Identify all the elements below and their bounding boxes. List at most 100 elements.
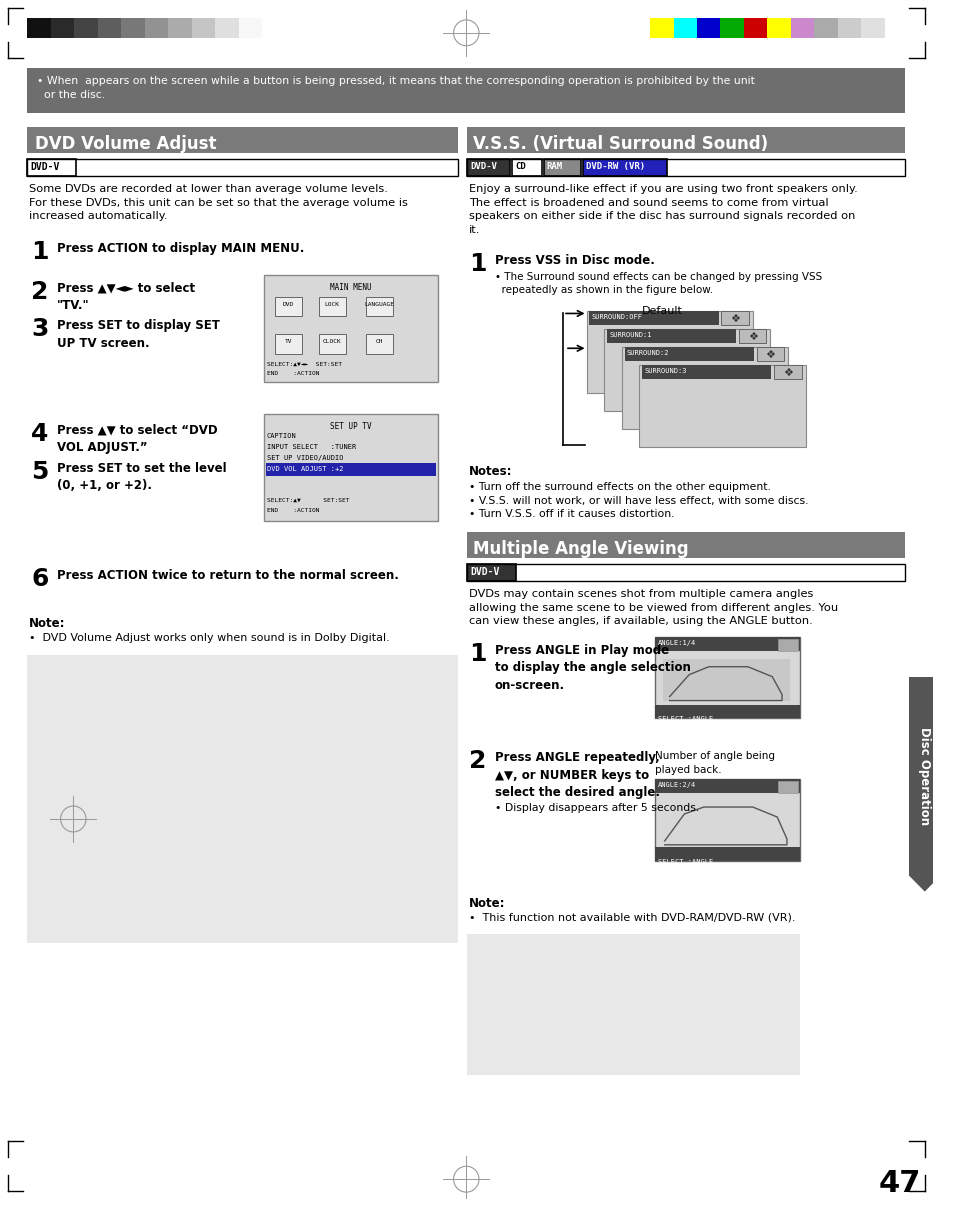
Text: MAIN MENU: MAIN MENU (330, 283, 372, 292)
Bar (264, 415, 437, 522)
Bar (589, 311, 718, 325)
Text: Press SET to set the level
(0, +1, or +2).: Press SET to set the level (0, +1, or +2… (56, 462, 226, 492)
Bar (365, 334, 393, 354)
Bar (467, 159, 904, 176)
Bar (121, 18, 145, 37)
Text: SURROUND:1: SURROUND:1 (608, 333, 651, 339)
Text: ❖: ❖ (747, 333, 757, 342)
Text: 1: 1 (31, 240, 49, 264)
Bar (28, 654, 457, 944)
Text: ❖: ❖ (782, 369, 792, 378)
Bar (814, 18, 837, 37)
Text: DVDs may contain scenes shot from multiple camera angles
allowing the same scene: DVDs may contain scenes shot from multip… (469, 589, 838, 627)
Bar (238, 18, 262, 37)
Text: Press VSS in Disc mode.: Press VSS in Disc mode. (495, 254, 654, 266)
Bar (274, 334, 302, 354)
Bar (621, 347, 787, 429)
Text: INPUT SELECT   :TUNER: INPUT SELECT :TUNER (267, 443, 355, 449)
Bar (837, 18, 861, 37)
Text: ANGLE:1/4: ANGLE:1/4 (658, 640, 696, 646)
Text: Press ▲▼◄► to select
"TV.": Press ▲▼◄► to select "TV." (56, 282, 194, 312)
Text: Note:: Note: (30, 617, 66, 630)
Text: Press ▲▼ to select “DVD
VOL ADJUST.”: Press ▲▼ to select “DVD VOL ADJUST.” (56, 424, 217, 454)
Bar (739, 329, 765, 343)
Text: • Display disappears after 5 seconds.: • Display disappears after 5 seconds. (495, 803, 699, 813)
Text: SELECT:▲▼◄►  SET:SET: SELECT:▲▼◄► SET:SET (267, 363, 341, 368)
Text: V.S.S. (Virtual Surround Sound): V.S.S. (Virtual Surround Sound) (473, 135, 767, 153)
Bar (662, 659, 789, 700)
Text: DVD-V: DVD-V (470, 568, 499, 577)
Bar (720, 311, 748, 325)
Text: DVD-V: DVD-V (30, 163, 60, 172)
Bar (318, 334, 346, 354)
Bar (778, 639, 797, 651)
Bar (74, 18, 97, 37)
Text: Notes:: Notes: (469, 465, 512, 477)
Text: ❖: ❖ (764, 351, 775, 360)
Bar (641, 365, 770, 380)
Bar (743, 18, 766, 37)
Text: 5: 5 (31, 460, 49, 483)
Text: Press ACTION twice to return to the normal screen.: Press ACTION twice to return to the norm… (56, 569, 398, 582)
Bar (467, 564, 516, 581)
Text: • Turn V.S.S. off if it causes distortion.: • Turn V.S.S. off if it causes distortio… (469, 510, 674, 519)
Text: 1: 1 (469, 252, 486, 276)
Text: ❖: ❖ (729, 315, 740, 324)
Bar (264, 275, 437, 382)
Text: • The Surround sound effects can be changed by pressing VSS
  repeatedly as show: • The Surround sound effects can be chan… (495, 271, 821, 295)
Bar (467, 128, 904, 153)
Text: SURROUND:2: SURROUND:2 (626, 351, 668, 357)
Text: Disc Operation: Disc Operation (918, 727, 930, 825)
Text: •  This function not available with DVD-RAM/DVD-RW (VR).: • This function not available with DVD-R… (469, 912, 795, 923)
Text: DVD VOL ADJUST :+2: DVD VOL ADJUST :+2 (267, 465, 343, 471)
Text: Press ANGLE in Play mode
to display the angle selection
on-screen.: Press ANGLE in Play mode to display the … (495, 643, 690, 692)
Bar (756, 347, 783, 362)
Text: 2: 2 (31, 280, 49, 304)
Text: • V.S.S. will not work, or will have less effect, with some discs.: • V.S.S. will not work, or will have les… (469, 495, 808, 506)
Bar (97, 18, 121, 37)
Text: DVD-V: DVD-V (470, 163, 497, 171)
Bar (606, 329, 736, 343)
Bar (365, 296, 393, 317)
Bar (586, 311, 752, 393)
Bar (28, 18, 51, 37)
Text: SURROUND:3: SURROUND:3 (643, 369, 686, 375)
Polygon shape (908, 876, 940, 892)
Text: SELECT :ANGLE: SELECT :ANGLE (658, 717, 713, 723)
Bar (51, 18, 74, 37)
Bar (649, 18, 673, 37)
Text: Note:: Note: (469, 897, 505, 910)
Bar (28, 159, 457, 176)
Bar (861, 18, 883, 37)
Text: SURROUND:OFF: SURROUND:OFF (591, 315, 641, 321)
Text: DVD-RW (VR): DVD-RW (VR) (585, 163, 644, 171)
Bar (774, 365, 801, 380)
Text: LOCK: LOCK (325, 301, 339, 306)
Bar (318, 296, 346, 317)
Bar (655, 780, 799, 860)
Bar (266, 463, 436, 476)
Text: Some DVDs are recorded at lower than average volume levels.
For these DVDs, this: Some DVDs are recorded at lower than ave… (30, 184, 408, 222)
Text: END    :ACTION: END :ACTION (267, 371, 319, 376)
Text: CLOCK: CLOCK (323, 340, 341, 345)
Bar (467, 934, 799, 1075)
Bar (274, 296, 302, 317)
Text: SELECT:▲▼      SET:SET: SELECT:▲▼ SET:SET (267, 498, 349, 502)
Text: •  DVD Volume Adjust works only when sound is in Dolby Digital.: • DVD Volume Adjust works only when soun… (30, 633, 390, 643)
Text: Number of angle being
played back.: Number of angle being played back. (655, 751, 774, 775)
Text: Press SET to display SET
UP TV screen.: Press SET to display SET UP TV screen. (56, 319, 219, 349)
Text: SET UP TV: SET UP TV (330, 422, 372, 431)
Bar (639, 365, 804, 447)
Text: Press ANGLE repeatedly,
▲▼, or NUMBER keys to
select the desired angle.: Press ANGLE repeatedly, ▲▼, or NUMBER ke… (495, 751, 659, 799)
Bar (467, 533, 904, 558)
Text: CD: CD (515, 163, 525, 171)
Text: • Turn off the surround effects on the other equipment.: • Turn off the surround effects on the o… (469, 482, 770, 492)
Bar (697, 18, 720, 37)
Bar (214, 18, 238, 37)
Bar (766, 18, 790, 37)
Bar (655, 705, 799, 718)
Text: RAM: RAM (546, 163, 562, 171)
Bar (778, 781, 797, 793)
Text: CH: CH (375, 340, 383, 345)
Bar (603, 329, 769, 411)
